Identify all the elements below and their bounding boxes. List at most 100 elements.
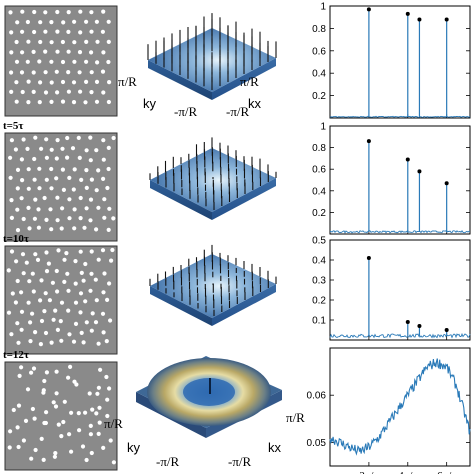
particle xyxy=(33,447,38,453)
particle xyxy=(43,10,48,15)
particle xyxy=(105,397,110,402)
particle xyxy=(53,308,58,313)
peak-marker xyxy=(366,7,371,12)
particle xyxy=(77,155,82,160)
particle xyxy=(78,30,83,35)
particle xyxy=(89,90,94,95)
particle xyxy=(73,300,79,305)
particle xyxy=(26,300,31,305)
lattice-particles-2 xyxy=(8,135,116,233)
y-tick-label: 0.06 xyxy=(307,391,327,402)
particle xyxy=(6,268,11,273)
axis-tick-neg-pi-r-right: -π/R xyxy=(228,454,252,469)
particle xyxy=(53,404,59,409)
particle xyxy=(19,365,24,370)
peak-marker xyxy=(444,17,449,22)
particle xyxy=(89,70,94,75)
particle xyxy=(13,300,18,305)
y-tick-label: 0.2 xyxy=(312,208,326,219)
peak-marker xyxy=(366,256,371,260)
y-tick-label: 0.4 xyxy=(312,256,326,267)
particle xyxy=(49,99,54,104)
line-chart-3: 0.1 0.2 0.3 0.4 0.5 xyxy=(312,236,471,341)
particle xyxy=(36,207,41,212)
particle xyxy=(48,207,53,212)
particle xyxy=(29,370,34,375)
surface-side-right xyxy=(212,178,276,220)
lattice-panel-2 xyxy=(4,132,118,242)
axis-tick-pi-r-left: π/R xyxy=(118,74,137,89)
particle xyxy=(43,291,48,296)
particle xyxy=(44,269,50,274)
particle xyxy=(105,413,110,419)
particle xyxy=(38,298,43,303)
particle xyxy=(77,70,82,75)
particle xyxy=(59,226,64,231)
particle xyxy=(29,311,35,316)
line-chart-4: 0.05 0.06 2π/a 4π/a 6π/a xyxy=(307,347,471,474)
line-chart-1: 0.2 0.4 0.6 0.8 1 xyxy=(312,2,471,119)
particle xyxy=(13,147,18,152)
peak-marker xyxy=(405,11,410,16)
particle xyxy=(73,321,79,326)
particle xyxy=(67,175,72,180)
particle xyxy=(11,407,16,413)
particle xyxy=(77,50,83,55)
particle xyxy=(106,99,111,105)
particle xyxy=(20,178,25,183)
particle xyxy=(49,80,54,85)
particle xyxy=(106,19,111,24)
particle xyxy=(9,249,15,254)
surface-plot-1: π/R π/R ky kx -π/R -π/R xyxy=(118,13,277,119)
y-tick-label: 0.3 xyxy=(312,276,326,287)
particle xyxy=(106,59,111,65)
particle xyxy=(72,40,77,45)
particle xyxy=(39,278,44,283)
particle xyxy=(55,195,60,200)
particle xyxy=(68,364,73,369)
particle xyxy=(43,70,48,75)
particle xyxy=(28,339,33,344)
chart-frame xyxy=(329,239,471,341)
particle xyxy=(95,391,100,396)
particle xyxy=(66,70,71,75)
particle xyxy=(26,79,31,84)
particle xyxy=(31,70,36,75)
y-tick-label: 0.6 xyxy=(312,165,326,176)
particle xyxy=(21,438,26,443)
particle xyxy=(55,138,60,143)
particle xyxy=(100,69,106,74)
particle xyxy=(38,342,44,347)
particle xyxy=(62,257,67,262)
particle xyxy=(107,386,112,391)
particle xyxy=(71,100,77,105)
particle xyxy=(93,277,98,282)
line-chart-2: 0.2 0.4 0.6 0.8 1 xyxy=(312,122,471,235)
y-tick-label: 0.4 xyxy=(312,186,326,197)
particle xyxy=(7,445,12,450)
particle xyxy=(106,39,111,45)
particle xyxy=(87,391,92,396)
particle xyxy=(66,49,71,54)
surface-side-right xyxy=(212,58,276,100)
particle xyxy=(79,330,84,335)
particle xyxy=(8,155,13,160)
chart-frame xyxy=(329,125,471,235)
particle xyxy=(54,176,59,181)
particle xyxy=(81,340,86,345)
particle xyxy=(73,259,78,264)
particle xyxy=(96,385,101,390)
surface-spikes-3 xyxy=(149,244,277,316)
particle xyxy=(15,186,20,191)
particle xyxy=(66,10,71,15)
particle xyxy=(37,59,42,64)
particle xyxy=(19,70,25,75)
particle xyxy=(88,135,93,140)
particle xyxy=(72,19,77,24)
particle xyxy=(67,432,72,437)
particle xyxy=(26,100,31,105)
particle xyxy=(19,309,25,314)
particle xyxy=(101,50,106,55)
particle xyxy=(55,218,60,223)
surface-plot-3 xyxy=(149,244,277,326)
